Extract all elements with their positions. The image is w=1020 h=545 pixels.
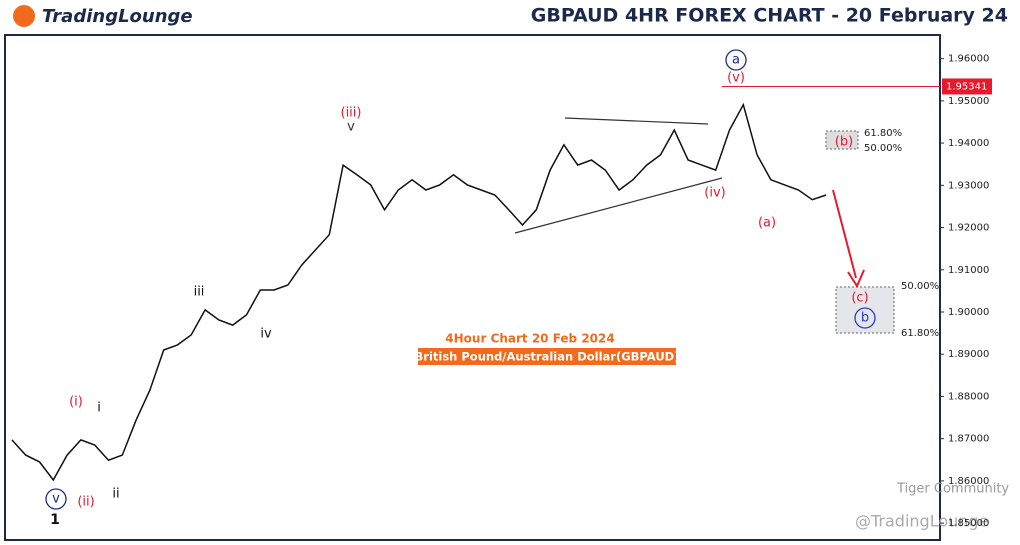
wave-label: (b) bbox=[835, 135, 853, 150]
wave-label: (c) bbox=[851, 291, 868, 306]
wave-label: v bbox=[52, 492, 60, 507]
fib-label: 61.80% bbox=[864, 128, 902, 139]
target-zone bbox=[825, 130, 859, 150]
arrow-head bbox=[847, 269, 865, 289]
plot-frame bbox=[4, 34, 941, 541]
wave-label: v bbox=[347, 120, 355, 135]
watermark: Tiger Community bbox=[896, 482, 1009, 497]
wave-label: (a) bbox=[758, 216, 776, 231]
y-tick-label: 1.86000 bbox=[948, 476, 989, 487]
wave-label: (iii) bbox=[341, 106, 362, 121]
trendline bbox=[564, 117, 709, 125]
wave-circle bbox=[45, 488, 67, 510]
price-label-box bbox=[942, 78, 992, 95]
trendline bbox=[514, 177, 723, 234]
wave-label: (i) bbox=[69, 395, 83, 410]
wave-label: ii bbox=[112, 487, 119, 502]
fib-label: 61.80% bbox=[901, 328, 939, 339]
logo: TradingLounge bbox=[42, 6, 193, 27]
wave-label: (v) bbox=[727, 71, 745, 86]
wave-label: (ii) bbox=[77, 495, 94, 510]
chart-caption: British Pound/Australian Dollar(GBPAUD) bbox=[415, 350, 680, 364]
wave-label: i bbox=[97, 401, 101, 416]
logo-icon bbox=[13, 5, 35, 27]
y-tick-label: 1.89000 bbox=[948, 349, 989, 360]
page-title: GBPAUD 4HR FOREX CHART - 20 February 24 bbox=[531, 5, 1008, 27]
y-tick-label: 1.88000 bbox=[948, 391, 989, 402]
y-tick-label: 1.91000 bbox=[948, 265, 989, 276]
wave-label: 1 bbox=[50, 512, 60, 528]
y-tick-label: 1.93000 bbox=[948, 180, 989, 191]
y-tick-label: 1.94000 bbox=[948, 138, 989, 149]
wave-label: b bbox=[861, 311, 869, 326]
wave-circle bbox=[725, 49, 747, 71]
price-line-series bbox=[11, 102, 827, 482]
y-tick-label: 1.95000 bbox=[948, 96, 989, 107]
price-label: 1.95341 bbox=[946, 81, 987, 92]
y-tick-label: 1.87000 bbox=[948, 434, 989, 445]
y-tick-label: 1.96000 bbox=[948, 54, 989, 65]
y-tick-label: 1.85000 bbox=[948, 518, 989, 529]
wave-label: iv bbox=[260, 327, 272, 342]
chart-subtitle: 4Hour Chart 20 Feb 2024 bbox=[445, 332, 614, 346]
wave-label: a bbox=[732, 53, 740, 68]
caption-box bbox=[418, 348, 676, 365]
y-tick-label: 1.90000 bbox=[948, 307, 989, 318]
wave-label: iii bbox=[194, 285, 205, 300]
watermark: @TradingLounge bbox=[855, 512, 988, 531]
wave-label: (iv) bbox=[704, 186, 725, 201]
y-tick-label: 1.92000 bbox=[948, 223, 989, 234]
wave-circle bbox=[854, 307, 876, 329]
arrow bbox=[832, 189, 857, 279]
fib-label: 50.00% bbox=[864, 143, 902, 154]
target-zone bbox=[835, 286, 895, 334]
fib-label: 50.00% bbox=[901, 281, 939, 292]
